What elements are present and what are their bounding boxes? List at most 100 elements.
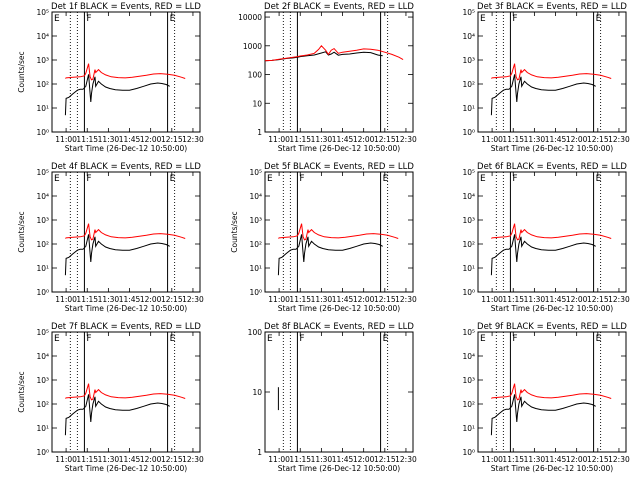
x-tick-label: 12:15 xyxy=(161,135,183,144)
x-tick-label: 11:30 xyxy=(98,135,120,144)
x-tick-label: 11:00 xyxy=(481,295,503,304)
series-events-line xyxy=(277,234,383,276)
event-marker: E xyxy=(54,14,60,24)
y-tick-label: 10 xyxy=(252,99,262,108)
y-axis-label: Counts/sec xyxy=(17,51,26,92)
x-tick-label: 11:30 xyxy=(524,455,546,464)
y-tick-label: 10 xyxy=(252,388,262,397)
event-marker: E xyxy=(170,334,176,344)
x-tick-label: 11:45 xyxy=(119,455,141,464)
x-tick-label: 11:45 xyxy=(119,135,141,144)
x-tick-label: 11:45 xyxy=(545,295,567,304)
x-tick-label: 12:00 xyxy=(353,295,375,304)
event-marker: E xyxy=(170,14,176,24)
y-tick-label: 10² xyxy=(462,80,475,89)
panel-title: Det 3f BLACK = Events, RED = LLD xyxy=(477,2,627,12)
series-lld-line xyxy=(65,223,186,241)
y-tick-label: 10² xyxy=(249,240,262,249)
y-tick-label: 10³ xyxy=(36,56,49,65)
y-tick-label: 10⁰ xyxy=(36,448,49,457)
series-events-line xyxy=(490,394,596,436)
y-tick-label: 10⁴ xyxy=(462,192,475,201)
x-tick-label: 11:00 xyxy=(268,295,290,304)
plot-frame xyxy=(51,171,201,293)
y-axis-label: Counts/sec xyxy=(17,371,26,412)
x-tick-label: 12:15 xyxy=(161,455,183,464)
x-tick-label: 11:15 xyxy=(289,135,311,144)
event-marker: F xyxy=(299,334,304,344)
y-tick-label: 10⁰ xyxy=(462,448,475,457)
y-tick-label: 10⁴ xyxy=(462,352,475,361)
y-tick-label: 10¹ xyxy=(462,264,475,273)
y-tick-label: 10³ xyxy=(249,216,262,225)
x-tick-label: 11:30 xyxy=(524,295,546,304)
y-tick-label: 1 xyxy=(257,448,262,457)
y-tick-label: 10⁴ xyxy=(36,32,49,41)
series-events-line xyxy=(64,74,170,116)
y-tick-label: 10⁴ xyxy=(462,32,475,41)
x-tick-label: 11:00 xyxy=(268,135,290,144)
y-tick-label: 10⁰ xyxy=(36,288,49,297)
x-tick-label: 11:15 xyxy=(502,135,524,144)
y-tick-label: 10⁴ xyxy=(36,192,49,201)
plot-frame xyxy=(264,331,414,453)
x-tick-label: 12:15 xyxy=(374,455,396,464)
event-marker: F xyxy=(512,14,517,24)
plot-frame xyxy=(477,11,627,133)
y-tick-label: 10³ xyxy=(462,376,475,385)
y-tick-label: 10¹ xyxy=(249,264,262,273)
event-marker: E xyxy=(383,174,389,184)
event-marker: E xyxy=(480,334,486,344)
x-tick-label: 12:30 xyxy=(395,455,417,464)
y-tick-label: 10⁰ xyxy=(462,288,475,297)
x-tick-label: 12:30 xyxy=(182,455,204,464)
series-events-line xyxy=(64,234,170,276)
y-tick-label: 10⁵ xyxy=(462,168,475,177)
x-tick-label: 11:15 xyxy=(76,295,98,304)
x-tick-label: 12:15 xyxy=(587,295,609,304)
x-tick-label: 11:15 xyxy=(289,295,311,304)
series-lld-line xyxy=(65,63,186,81)
x-tick-label: 11:30 xyxy=(98,455,120,464)
y-tick-label: 10³ xyxy=(36,216,49,225)
x-tick-label: 12:00 xyxy=(140,135,162,144)
event-marker: E xyxy=(480,174,486,184)
x-tick-label: 12:30 xyxy=(395,135,417,144)
y-tick-label: 100 xyxy=(248,328,263,337)
y-tick-label: 100 xyxy=(248,71,263,80)
x-tick-label: 12:30 xyxy=(608,135,630,144)
x-tick-label: 11:15 xyxy=(502,295,524,304)
x-axis-label: Start Time (26-Dec-12 10:50:00) xyxy=(65,464,187,473)
y-tick-label: 10³ xyxy=(462,216,475,225)
event-marker: E xyxy=(267,334,273,344)
x-axis-label: Start Time (26-Dec-12 10:50:00) xyxy=(491,144,613,153)
x-axis-label: Start Time (26-Dec-12 10:50:00) xyxy=(278,144,400,153)
x-tick-label: 12:15 xyxy=(161,295,183,304)
plot-frame xyxy=(477,331,627,453)
y-tick-label: 10² xyxy=(36,400,49,409)
x-tick-label: 12:30 xyxy=(182,135,204,144)
event-marker: F xyxy=(299,174,304,184)
x-tick-label: 11:15 xyxy=(502,455,524,464)
x-tick-label: 11:45 xyxy=(332,135,354,144)
x-tick-label: 11:15 xyxy=(76,455,98,464)
y-tick-label: 10¹ xyxy=(462,104,475,113)
y-axis-label: Counts/sec xyxy=(17,211,26,252)
y-tick-label: 10⁴ xyxy=(36,352,49,361)
y-tick-label: 10² xyxy=(36,80,49,89)
y-tick-label: 10² xyxy=(462,400,475,409)
x-tick-label: 11:30 xyxy=(311,295,333,304)
x-tick-label: 12:30 xyxy=(395,295,417,304)
x-axis-label: Start Time (26-Dec-12 10:50:00) xyxy=(491,464,613,473)
panel-title: Det 6f BLACK = Events, RED = LLD xyxy=(477,162,627,172)
y-tick-label: 10⁵ xyxy=(462,328,475,337)
event-marker: F xyxy=(512,174,517,184)
event-marker: E xyxy=(596,14,602,24)
panel-title: Det 5f BLACK = Events, RED = LLD xyxy=(264,162,414,172)
